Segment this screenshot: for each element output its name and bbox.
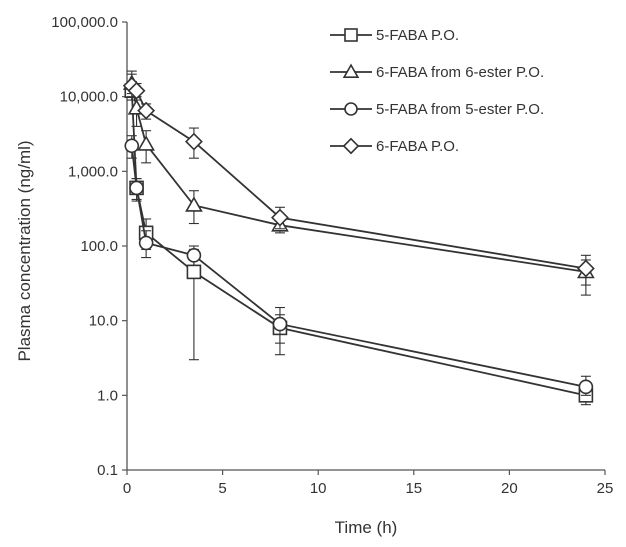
x-tick-label: 5 xyxy=(218,480,226,497)
legend-item: 6-FABA P.O. xyxy=(330,137,459,155)
diamond-marker xyxy=(342,137,360,155)
diamond-marker xyxy=(184,132,203,151)
legend-label: 5-FABA from 5-ester P.O. xyxy=(376,101,544,118)
series-3 xyxy=(124,135,594,396)
legend: 5-FABA P.O. 6-FABA from 6-ester P.O. 5-FAB… xyxy=(330,27,544,155)
series-group xyxy=(122,70,595,406)
y-tick-label: 10,000.0 xyxy=(60,89,118,106)
y-tick-label: 100.0 xyxy=(80,238,118,255)
circle-marker xyxy=(186,248,202,263)
triangle-marker xyxy=(137,135,155,151)
x-tick-label: 25 xyxy=(597,480,614,497)
circle-marker xyxy=(578,379,594,395)
diamond-marker xyxy=(127,81,146,100)
square-marker xyxy=(344,28,358,42)
legend-label: 6-FABA from 6-ester P.O. xyxy=(376,64,544,81)
circle-marker xyxy=(138,235,154,251)
legend-label: 5-FABA P.O. xyxy=(376,27,459,44)
diamond-marker xyxy=(576,259,595,278)
x-tick-label: 10 xyxy=(310,480,327,497)
diamond-marker xyxy=(137,101,156,120)
legend-label: 6-FABA P.O. xyxy=(376,138,459,155)
triangle-marker xyxy=(185,196,203,212)
y-axis-title: Plasma concentration (ng/ml) xyxy=(15,140,34,361)
y-tick-label: 0.1 xyxy=(97,462,118,479)
y-tick-label: 1.0 xyxy=(97,387,118,404)
y-tick-label: 10.0 xyxy=(89,313,118,330)
tick-labels: 0.1 1.0 10.0 100.0 1,000.0 10,000.0 100,000.0 0… xyxy=(51,14,613,497)
y-tick-label: 100,000.0 xyxy=(51,14,118,31)
circle-marker xyxy=(272,316,288,332)
circle-marker xyxy=(129,180,144,196)
series-4 xyxy=(122,73,595,296)
triangle-marker xyxy=(342,63,360,78)
legend-item: 5-FABA P.O. xyxy=(330,27,459,44)
diamond-marker xyxy=(271,208,289,227)
series-line xyxy=(130,90,587,397)
legend-item: 6-FABA from 6-ester P.O. xyxy=(330,63,544,81)
x-tick-label: 15 xyxy=(405,480,422,497)
x-tick-label: 0 xyxy=(123,480,131,497)
circle-marker xyxy=(124,138,140,154)
circle-marker xyxy=(344,102,358,116)
x-tick-label: 20 xyxy=(501,480,518,497)
x-axis-title: Time (h) xyxy=(335,518,398,537)
legend-item: 5-FABA from 5-ester P.O. xyxy=(330,101,544,118)
square-marker xyxy=(186,264,202,280)
y-tick-label: 1,000.0 xyxy=(68,163,118,180)
series-1 xyxy=(124,80,594,406)
